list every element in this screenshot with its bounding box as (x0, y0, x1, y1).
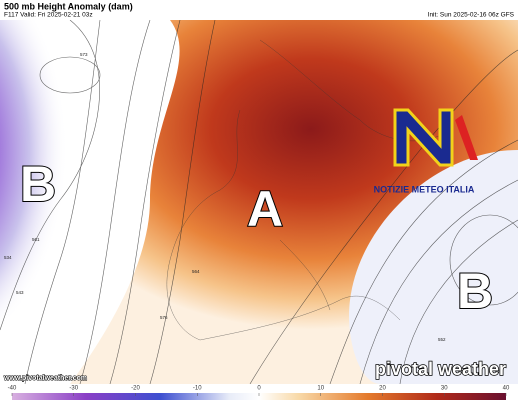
pressure-labels: B A B (19, 155, 494, 320)
colorbar-ticks: -40 -30 -20 -10 0 10 20 30 40 (8, 386, 510, 396)
low-label: B (20, 156, 56, 212)
contour-label: 576 (160, 315, 168, 320)
logo: NOTIZIE METEO ITALIA (374, 108, 478, 194)
colorbar-tick-label: -40 (8, 386, 17, 392)
colorbar-tick-label: 10 (317, 386, 324, 392)
colorbar-tick-label: 30 (441, 386, 448, 392)
valid-time: F117 Valid: Fri 2025-02-21 03z (4, 12, 93, 19)
colorbar-tick-label: -10 (193, 386, 202, 392)
logo-text: NOTIZIE METEO ITALIA (374, 184, 475, 194)
contour-label: 543 (16, 290, 24, 295)
brand: pivotal weather (375, 359, 506, 379)
contour-label: 534 (4, 255, 12, 260)
colorbar-tick-label: 20 (379, 386, 386, 392)
colorbar-tick-label: 40 (503, 386, 510, 392)
contour-label: 573 (80, 52, 88, 57)
trough-west (0, 20, 180, 384)
contour-label: 561 (32, 237, 40, 242)
init-time: Init: Sun 2025-02-16 06z GFS (428, 12, 515, 19)
colorbar (12, 393, 506, 400)
low-label: B (457, 263, 493, 319)
high-label: A (247, 181, 283, 237)
contour-label: 552 (438, 337, 446, 342)
contour-label: 564 (192, 269, 200, 274)
website: www.pivotalweather.com (3, 375, 87, 382)
colorbar-tick-label: -20 (131, 386, 140, 392)
colorbar-tick-label: 0 (257, 386, 261, 392)
title: 500 mb Height Anomaly (dam) (4, 1, 133, 11)
contour-labels: 573 561 576 534 543 552 564 (4, 52, 446, 342)
trough-east (330, 120, 518, 384)
colorbar-tick-label: -30 (69, 386, 78, 392)
contours (0, 20, 518, 384)
